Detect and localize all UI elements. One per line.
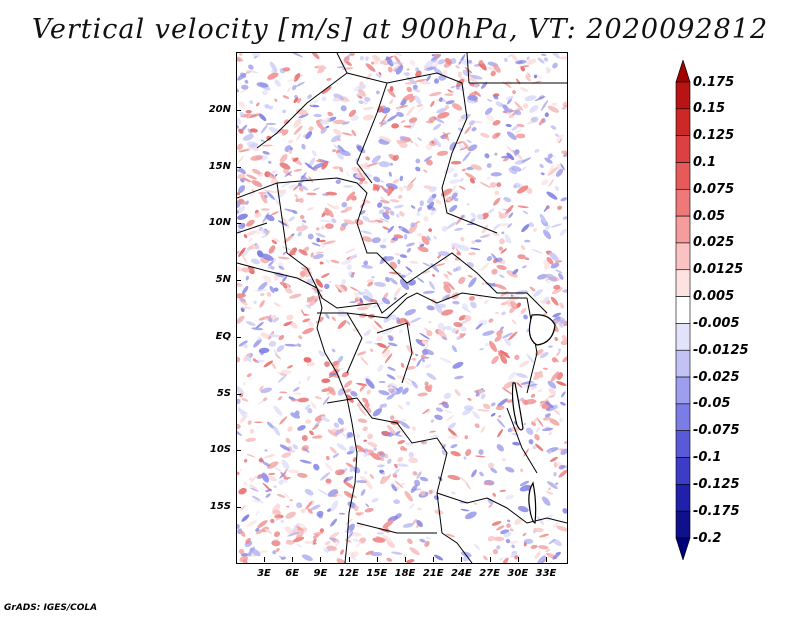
map-title: Vertical velocity [m/s] at 900hPa, VT: 2… [31,14,769,45]
lat-tick [236,280,241,282]
lon-tick-label: 33E [535,568,557,579]
vertical-velocity-field [237,53,567,563]
colorbar-swatch [675,430,691,458]
lon-tick-label: 6E [285,568,300,579]
lon-tick [433,557,435,562]
lon-tick [292,557,294,562]
colorbar-label: 0.1 [693,154,717,170]
lat-tick-label: 10S [209,444,231,456]
colorbar-swatch [675,457,691,485]
colorbar-swatch [675,349,691,378]
lon-tick [517,557,519,562]
grads-credit: GrADS: IGES/COLA [4,603,98,613]
lon-tick-label: 3E [257,568,271,579]
colorbar-label: -0.1 [693,450,722,466]
colorbar-label: 0.15 [693,101,726,117]
lat-tick-label: EQ [215,330,231,342]
colorbar-swatch [675,135,691,163]
colorbar-label: 0.0125 [693,262,744,278]
colorbar-swatch [675,81,691,110]
colorbar-top-triangle [675,60,691,83]
colorbar-label: 0.005 [693,289,735,305]
colorbar-label: -0.05 [693,396,731,412]
colorbar-label: -0.125 [693,476,740,492]
lat-tick-label: 5N [215,274,231,286]
colorbar-label: -0.175 [693,503,740,519]
lon-tick [264,557,265,562]
colorbar-label: -0.0125 [693,342,749,358]
colorbar-label: 0.125 [693,128,735,144]
lat-tick [236,393,241,395]
colorbar-swatch [675,242,691,271]
lat-tick [236,450,241,452]
lon-tick-label: 27E [479,568,500,579]
colorbar-label: -0.005 [693,315,740,331]
colorbar-label: -0.2 [693,530,722,546]
lon-tick-label: 30E [507,568,529,579]
lon-tick [320,557,322,562]
colorbar-label: 0.05 [693,208,726,224]
lat-tick-label: 15S [209,500,231,512]
lat-tick [236,506,241,508]
map-panel [236,52,568,564]
colorbar-label: 0.175 [693,74,735,90]
colorbar-swatch [675,323,691,351]
lon-tick [546,557,547,562]
lon-tick [461,557,463,562]
colorbar-swatch [675,403,691,432]
colorbar-swatch [675,376,691,405]
lon-tick-label: 21E [422,568,444,579]
colorbar [675,60,691,560]
lat-tick [236,166,241,168]
colorbar-swatch [675,162,691,190]
lat-tick-label: 15N [208,160,231,172]
colorbar-swatch [675,269,691,297]
colorbar-label: -0.025 [693,369,740,385]
lon-tick [348,557,350,562]
colorbar-swatch [675,296,691,324]
lon-tick-label: 12E [338,568,359,579]
lon-tick [376,557,378,562]
lat-tick [236,110,241,111]
lon-tick-label: 9E [313,568,328,579]
lat-tick-label: 20N [208,104,231,115]
lon-tick [489,557,491,562]
lat-tick-label: 5S [216,387,231,399]
colorbar-label: -0.075 [693,423,740,439]
colorbar-bottom-triangle [675,537,691,560]
colorbar-label: 0.075 [693,181,735,197]
lon-tick-label: 18E [394,568,416,579]
colorbar-swatch [675,510,691,539]
colorbar-label: 0.025 [693,235,735,251]
lon-tick [405,557,406,562]
colorbar-swatch [675,188,691,217]
lon-tick-label: 24E [451,568,472,579]
lon-tick-label: 15E [366,568,388,579]
colorbar-swatch [675,108,691,136]
colorbar-swatch [675,215,691,244]
lat-tick [236,336,241,338]
lat-tick-label: 10N [208,217,231,229]
colorbar-swatch [675,484,691,512]
lat-tick [236,223,241,225]
